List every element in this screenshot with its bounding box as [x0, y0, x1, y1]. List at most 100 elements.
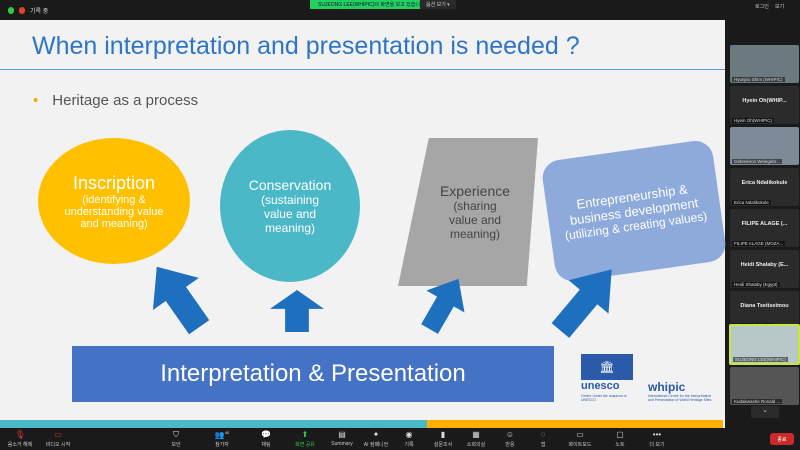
participant-tile[interactable]: FILIPE ALAGE (... FILIPE ALAGE (MOZA... [730, 209, 799, 247]
record-icon [19, 7, 25, 14]
orange-stripe [427, 420, 723, 428]
participant-label: Gebrekiros Welegebr... [732, 159, 782, 164]
participant-name: Heidi Shalaby (E... [740, 262, 789, 268]
whipic-wordmark: whipic [648, 380, 686, 394]
more-button[interactable]: ••• 더 보기 [637, 430, 677, 448]
record-button[interactable]: ◉ 기록 [389, 430, 429, 448]
shape-text: (sharing value and meaning) [448, 199, 502, 241]
notes-button[interactable]: ▢ 노트 [600, 430, 640, 448]
unmute-label: 음소거 해제 [7, 442, 33, 448]
polls-button[interactable]: ▮ 설문조사 [423, 430, 463, 448]
share-notice: SUJEONG LEE(WHIPIC)의 화면을 보고 있습니다 [310, 0, 433, 9]
whiteboard-icon: ▭ [576, 430, 584, 439]
grid-icon: ▦ [472, 430, 480, 439]
mic-off-icon: 🎙 [14, 430, 26, 439]
unmute-button[interactable]: 🎙 음소거 해제 [0, 430, 40, 448]
participant-name: Hyein Oh(WHIP... [742, 98, 787, 104]
experience-trapezoid: Experience (sharing value and meaning) [398, 138, 538, 286]
unesco-temple-icon: 🏛 [581, 354, 633, 380]
participants-button[interactable]: 👥40 참가자 [202, 430, 242, 448]
bullet-icon: • [33, 92, 39, 109]
interpretation-banner: Interpretation & Presentation [72, 346, 554, 402]
whipic-subtitle: International Centre for the Interpretat… [648, 394, 712, 402]
arrow-up-icon [270, 290, 324, 332]
bar-chart-icon: ▮ [440, 430, 446, 439]
participant-name: Diana Tseitseimou [740, 303, 789, 309]
participant-tile[interactable]: Gebrekiros Welegebr... [730, 127, 799, 165]
summary-button[interactable]: ▤ Summary [322, 430, 362, 447]
title-divider [0, 69, 725, 70]
security-button[interactable]: ⛉ 보안 [156, 430, 196, 448]
ai-companion-button[interactable]: ✦ AI 컴패니언 [356, 430, 396, 448]
start-video-button[interactable]: ▭ 비디오 시작 [38, 430, 78, 448]
view-options-label: 옵션 보기 [426, 2, 446, 8]
participant-label: Erica Ndalikokule [732, 200, 771, 205]
inscription-ellipse: Inscription (identifying & understanding… [38, 138, 190, 264]
meeting-toolbar: 🎙 음소거 해제 ▭ 비디오 시작 ⛉ 보안 👥40 참가자 💬 채팅 ⬆ 화면 공유 ▤ S… [0, 428, 800, 450]
more-label: 더 보기 [649, 442, 665, 448]
recording-indicator[interactable]: 기록 중 [8, 6, 48, 15]
bullet-text: Heritage as a process [52, 92, 199, 109]
unesco-whipic-logo: 🏛 unesco Centre Under the auspices of UN… [578, 354, 718, 414]
slide-bullet: • Heritage as a process [33, 92, 198, 109]
chat-icon: 💬 [261, 430, 271, 439]
security-label: 보안 [171, 442, 181, 448]
conservation-ellipse: Conservation (sustaining value and meani… [220, 130, 360, 282]
notes-icon: ▢ [616, 430, 624, 439]
notes-label: 노트 [615, 442, 625, 448]
top-bar: 기록 중 SUJEONG LEE(WHIPIC)의 화면을 보고 있습니다 옵션… [0, 0, 800, 20]
end-meeting-button[interactable]: 종료 [770, 433, 794, 445]
entrepreneurship-box: Entrepreneurship & business development … [540, 138, 728, 284]
participant-label: Heidi Shalaby (Egypt) [732, 282, 780, 287]
emoji-icon: ☺ [505, 430, 515, 439]
whiteboard-button[interactable]: ▭ 화이트보드 [560, 430, 600, 448]
teal-stripe [0, 420, 427, 428]
sign-in-button[interactable]: 로그인 [755, 4, 769, 10]
record-icon: ◉ [405, 430, 413, 439]
summary-icon: ▤ [338, 430, 346, 439]
participants-label: 참가자 [215, 442, 229, 448]
share-screen-label: 화면 공유 [295, 442, 315, 448]
participant-tile[interactable]: Hyunjoo Shim (WHIPIC) [730, 45, 799, 83]
ellipsis-icon: ••• [652, 430, 662, 439]
unesco-wordmark: unesco [581, 380, 620, 392]
start-video-label: 비디오 시작 [45, 442, 71, 448]
participant-tile-active[interactable]: SUJEONG LEE(WHIPIC) [729, 324, 800, 365]
people-icon: 👥40 [214, 430, 230, 440]
apps-label: 앱 [540, 442, 546, 448]
reactions-button[interactable]: ☺ 반응 [490, 430, 530, 448]
slide-title: When interpretation and presentation is … [32, 32, 580, 60]
share-screen-button[interactable]: ⬆ 화면 공유 [285, 430, 325, 448]
participant-tile[interactable]: Hyein Oh(WHIP... Hyein Oh(WHIPIC) [730, 86, 799, 124]
breakout-rooms-button[interactable]: ▦ 소회의실 [456, 430, 496, 448]
participant-label: SUJEONG LEE(WHIPIC) [733, 357, 788, 362]
video-off-icon: ▭ [54, 430, 62, 439]
shield-icon [8, 7, 14, 14]
apps-button[interactable]: ◌ 앱 [523, 430, 563, 448]
sparkle-icon: ✦ [372, 430, 380, 439]
arrow-up-icon [134, 251, 222, 344]
ai-label: AI 컴패니언 [363, 442, 389, 448]
participant-tile[interactable]: Erica Ndalikokule Erica Ndalikokule [730, 168, 799, 206]
view-button[interactable]: 보기 [775, 4, 785, 10]
shape-text: (sustaining value and meaning) [260, 193, 320, 235]
shape-title: Experience [439, 183, 511, 199]
view-options-button[interactable]: 옵션 보기 ▾ [420, 0, 456, 9]
participant-label: Hyein Oh(WHIPIC) [732, 118, 775, 123]
scroll-down-button[interactable]: ⌄ [751, 406, 779, 418]
participant-tile[interactable]: Kudakwashe Ronald ... [730, 367, 799, 405]
reactions-label: 반응 [505, 442, 515, 448]
shield-icon: ⛉ [173, 430, 179, 439]
participant-tile[interactable]: Heidi Shalaby (E... Heidi Shalaby (Egypt) [730, 250, 799, 288]
shared-slide: When interpretation and presentation is … [0, 20, 728, 428]
shape-title: Inscription [72, 172, 156, 193]
chat-label: 채팅 [261, 442, 271, 448]
breakout-label: 소회의실 [466, 442, 486, 448]
participant-count: 40 [224, 430, 230, 435]
record-label: 기록 [404, 442, 414, 448]
participant-panel[interactable]: Hyunjoo Shim (WHIPIC) Hyein Oh(WHIP... Hy… [727, 20, 800, 425]
apps-icon: ◌ [540, 430, 546, 439]
participant-label: Hyunjoo Shim (WHIPIC) [732, 77, 785, 82]
chat-button[interactable]: 💬 채팅 [246, 430, 286, 448]
participant-label: FILIPE ALAGE (MOZA... [732, 241, 786, 246]
